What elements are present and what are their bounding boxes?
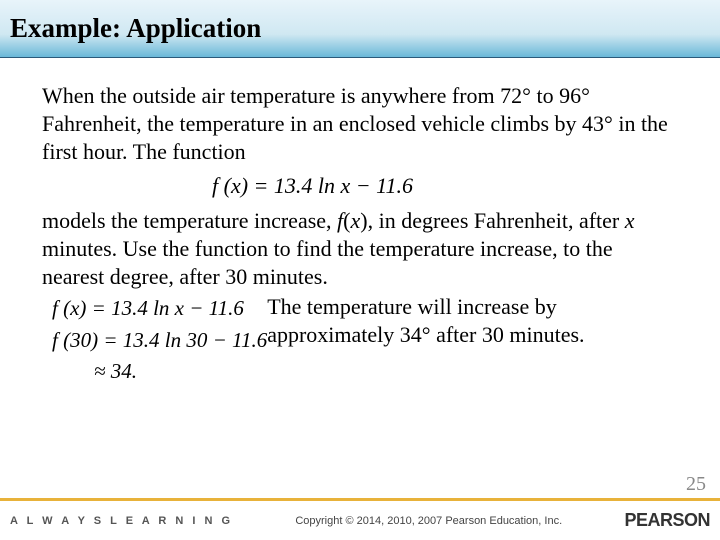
answer-text: The temperature will increase by approxi…: [267, 293, 678, 388]
solution-block: f (x) = 13.4 ln x − 11.6 f (30) = 13.4 l…: [42, 293, 678, 388]
page-number: 25: [686, 473, 706, 496]
footer: A L W A Y S L E A R N I N G Copyright © …: [0, 498, 720, 540]
paragraph-1: When the outside air temperature is anyw…: [42, 82, 678, 166]
copyright-text: Copyright © 2014, 2010, 2007 Pearson Edu…: [233, 515, 624, 527]
p2-text-g: minutes. Use the function to find the te…: [42, 236, 613, 289]
footer-row: A L W A Y S L E A R N I N G Copyright © …: [0, 501, 720, 540]
p2-text-a: models the temperature increase,: [42, 208, 337, 233]
content-area: When the outside air temperature is anyw…: [0, 58, 720, 388]
main-formula: f (x) = 13.4 ln x − 11.6: [42, 172, 678, 200]
equation-3: ≈ 34.: [52, 356, 267, 388]
title-bar: Example: Application: [0, 0, 720, 58]
always-learning-tagline: A L W A Y S L E A R N I N G: [10, 515, 233, 527]
equation-2: f (30) = 13.4 ln 30 − 11.6: [52, 325, 267, 357]
pearson-logo: PEARSON: [624, 510, 710, 531]
p2-fx-x: x: [351, 208, 361, 233]
paragraph-2: models the temperature increase, f(x), i…: [42, 207, 678, 291]
equation-1: f (x) = 13.4 ln x − 11.6: [52, 293, 267, 325]
p2-paren-open: (: [343, 208, 350, 233]
equations-column: f (x) = 13.4 ln x − 11.6 f (30) = 13.4 l…: [42, 293, 267, 388]
p2-x: x: [625, 208, 635, 233]
p2-text-e: ), in degrees Fahrenheit, after: [360, 208, 625, 233]
slide-title: Example: Application: [10, 13, 261, 44]
